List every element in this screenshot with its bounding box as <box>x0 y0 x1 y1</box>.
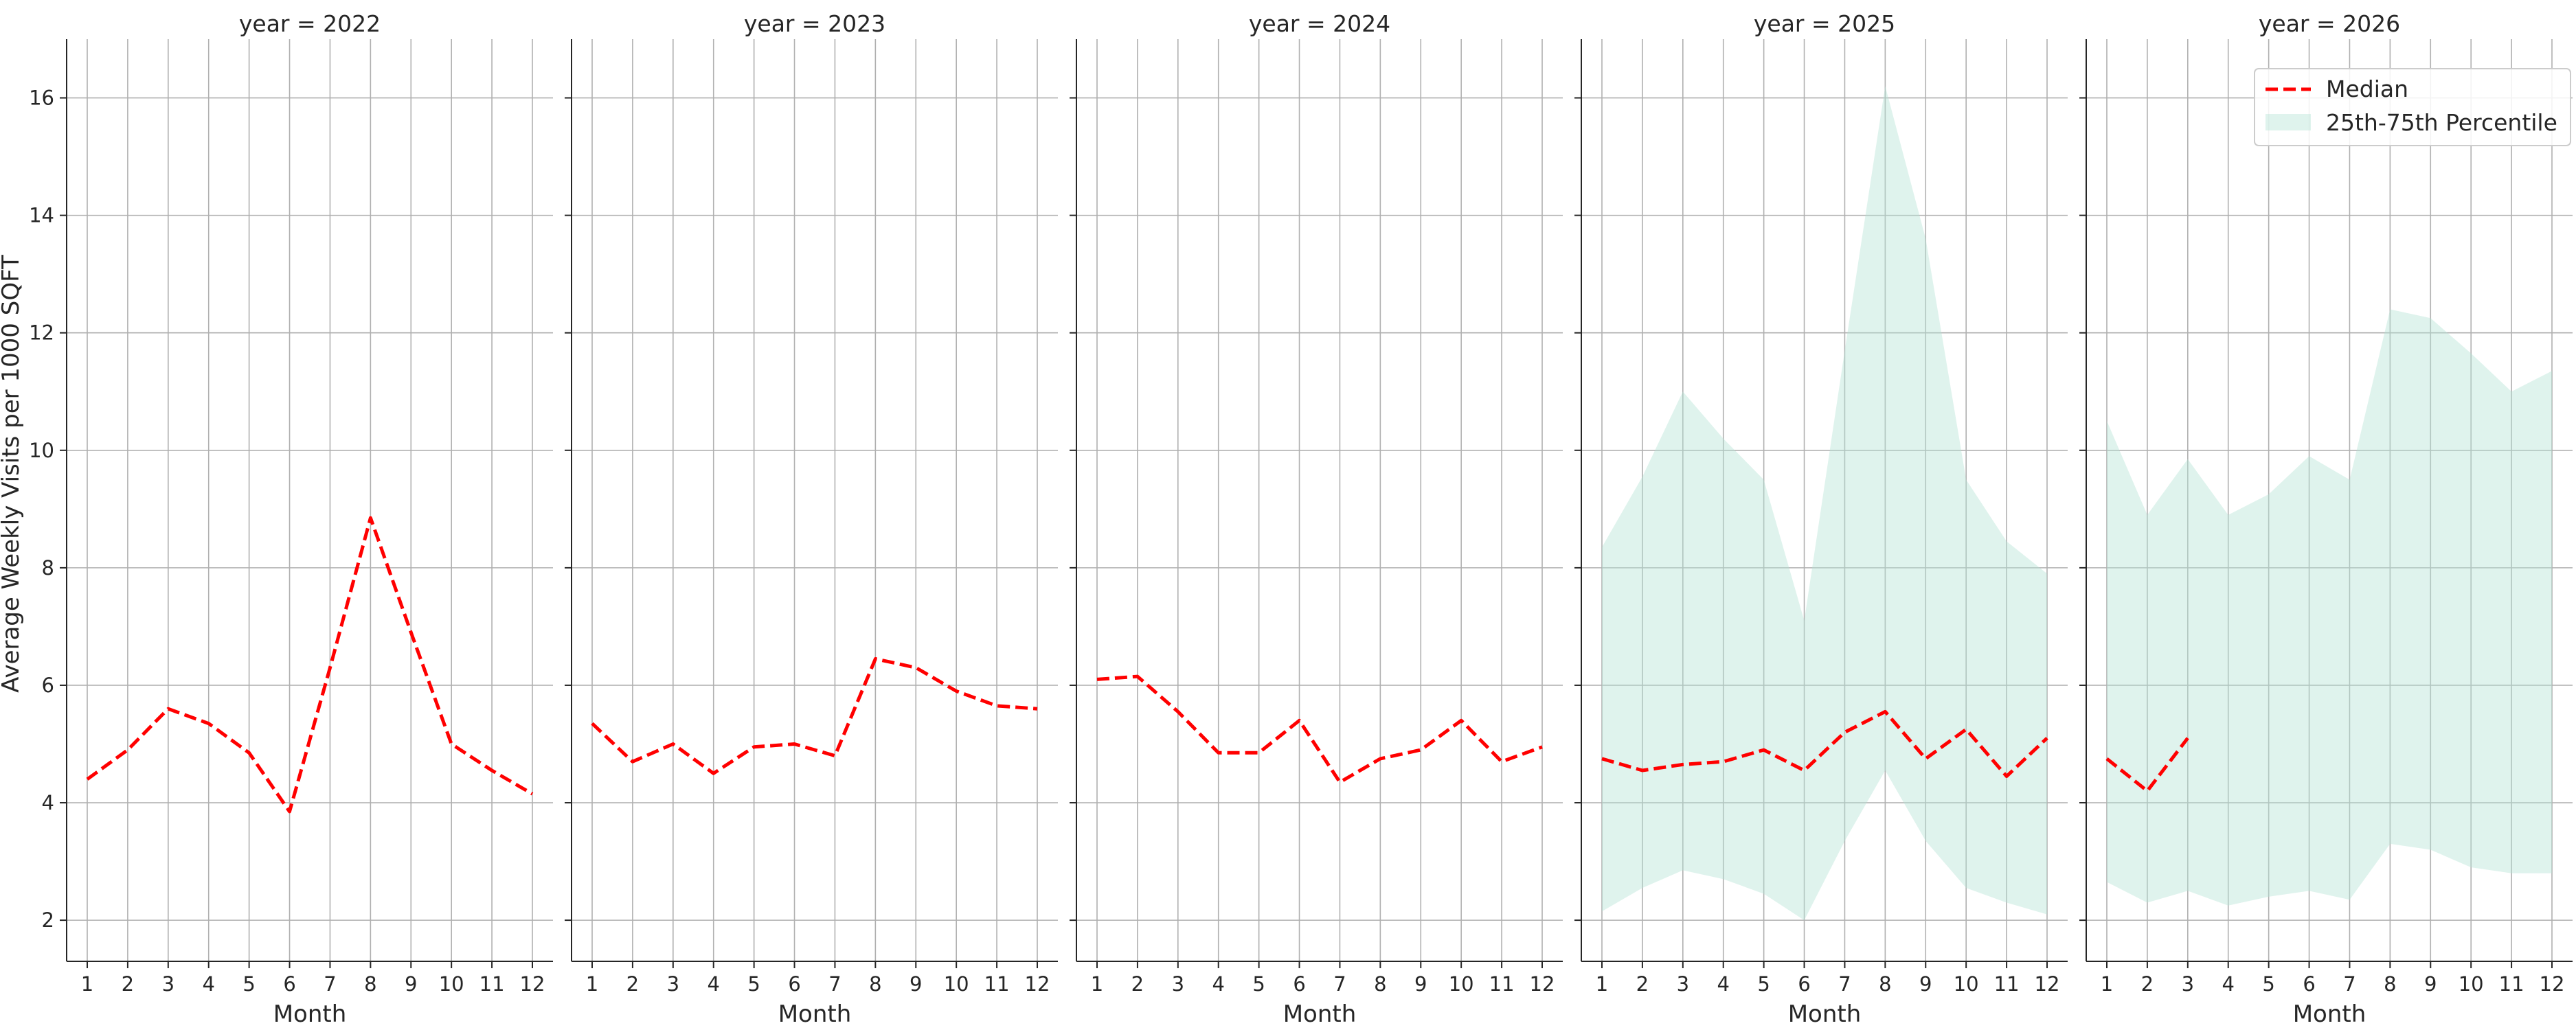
y-tick-label: 10 <box>29 439 54 462</box>
x-tick-label: 4 <box>1717 972 1730 996</box>
x-tick-label: 12 <box>1530 972 1555 996</box>
x-tick-label: 2 <box>626 972 639 996</box>
x-tick-label: 3 <box>1172 972 1184 996</box>
x-axis-label: Month <box>778 1000 852 1028</box>
x-tick-label: 6 <box>2303 972 2315 996</box>
x-tick-label: 3 <box>2182 972 2194 996</box>
x-tick-label: 6 <box>788 972 800 996</box>
y-tick-label: 8 <box>42 556 54 580</box>
panel-title: year = 2024 <box>1249 10 1390 37</box>
x-tick-label: 12 <box>2035 972 2060 996</box>
x-tick-label: 1 <box>1596 972 1608 996</box>
panel-title: year = 2023 <box>744 10 885 37</box>
x-tick-label: 10 <box>2459 972 2484 996</box>
x-tick-label: 10 <box>944 972 969 996</box>
x-tick-label: 12 <box>520 972 545 996</box>
percentile-band <box>2107 309 2552 906</box>
median-line <box>1601 709 2048 778</box>
x-tick-label: 4 <box>708 972 720 996</box>
x-tick-label: 7 <box>1838 972 1851 996</box>
y-tick-label: 16 <box>29 87 54 110</box>
x-tick-label: 8 <box>364 972 376 996</box>
y-tick-label: 12 <box>29 321 54 345</box>
x-tick-label: 11 <box>1489 972 1515 996</box>
x-tick-label: 10 <box>1449 972 1474 996</box>
x-tick-label: 6 <box>283 972 295 996</box>
x-axis-label: Month <box>273 1000 347 1028</box>
median-line <box>86 516 534 814</box>
x-tick-label: 7 <box>1333 972 1346 996</box>
x-tick-label: 8 <box>1879 972 1891 996</box>
x-tick-label: 3 <box>1677 972 1689 996</box>
x-tick-label: 2 <box>122 972 134 996</box>
x-tick-label: 8 <box>869 972 881 996</box>
x-tick-label: 1 <box>586 972 598 996</box>
x-tick-label: 9 <box>405 972 417 996</box>
x-tick-label: 9 <box>909 972 922 996</box>
median-line <box>591 657 1038 775</box>
x-tick-label: 6 <box>1798 972 1810 996</box>
panel-title: year = 2026 <box>2259 10 2400 37</box>
x-tick-label: 5 <box>242 972 255 996</box>
x-tick-label: 9 <box>2424 972 2437 996</box>
x-tick-label: 6 <box>1293 972 1305 996</box>
percentile-band <box>1602 86 2047 921</box>
x-tick-label: 10 <box>439 972 464 996</box>
x-tick-label: 7 <box>828 972 841 996</box>
panel-title: year = 2022 <box>239 10 381 37</box>
x-tick-label: 5 <box>747 972 760 996</box>
x-tick-label: 12 <box>2540 972 2565 996</box>
x-axis-label: Month <box>1788 1000 1862 1028</box>
x-tick-label: 2 <box>1131 972 1144 996</box>
x-tick-label: 1 <box>81 972 93 996</box>
legend-label-median: Median <box>2326 76 2408 102</box>
x-tick-label: 2 <box>2141 972 2154 996</box>
x-tick-label: 5 <box>1252 972 1265 996</box>
x-axis-label: Month <box>2293 1000 2366 1028</box>
x-tick-label: 9 <box>1414 972 1427 996</box>
x-tick-label: 7 <box>2343 972 2355 996</box>
x-tick-label: 1 <box>2101 972 2113 996</box>
y-tick-label: 6 <box>42 674 54 697</box>
panel-title: year = 2025 <box>1754 10 1895 37</box>
x-tick-label: 8 <box>2384 972 2396 996</box>
legend-swatch-percentile <box>2266 114 2311 130</box>
x-tick-label: 4 <box>203 972 215 996</box>
y-tick-label: 4 <box>42 791 54 814</box>
x-tick-label: 9 <box>1919 972 1932 996</box>
x-tick-label: 3 <box>667 972 679 996</box>
y-tick-label: 2 <box>42 908 54 932</box>
x-tick-label: 8 <box>1374 972 1386 996</box>
x-tick-label: 7 <box>324 972 336 996</box>
legend-frame <box>2254 68 2571 146</box>
x-tick-label: 11 <box>2499 972 2524 996</box>
median-line <box>2105 737 2189 793</box>
x-tick-label: 1 <box>1091 972 1103 996</box>
median-line <box>1096 674 1543 784</box>
x-tick-label: 3 <box>162 972 174 996</box>
y-tick-label: 14 <box>29 204 54 227</box>
x-tick-label: 5 <box>2262 972 2274 996</box>
x-tick-label: 5 <box>1757 972 1770 996</box>
x-tick-label: 11 <box>1994 972 2020 996</box>
legend: Median 25th-75th Percentile <box>2254 68 2571 146</box>
x-tick-label: 11 <box>479 972 505 996</box>
y-axis-label: Average Weekly Visits per 1000 SQFT <box>0 255 25 693</box>
x-tick-label: 4 <box>1212 972 1225 996</box>
x-tick-label: 11 <box>984 972 1010 996</box>
x-tick-label: 12 <box>1025 972 1050 996</box>
x-axis-label: Month <box>1283 1000 1357 1028</box>
x-tick-label: 10 <box>1954 972 1979 996</box>
legend-label-percentile: 25th-75th Percentile <box>2326 109 2557 136</box>
x-tick-label: 4 <box>2222 972 2235 996</box>
x-tick-label: 2 <box>1636 972 1649 996</box>
